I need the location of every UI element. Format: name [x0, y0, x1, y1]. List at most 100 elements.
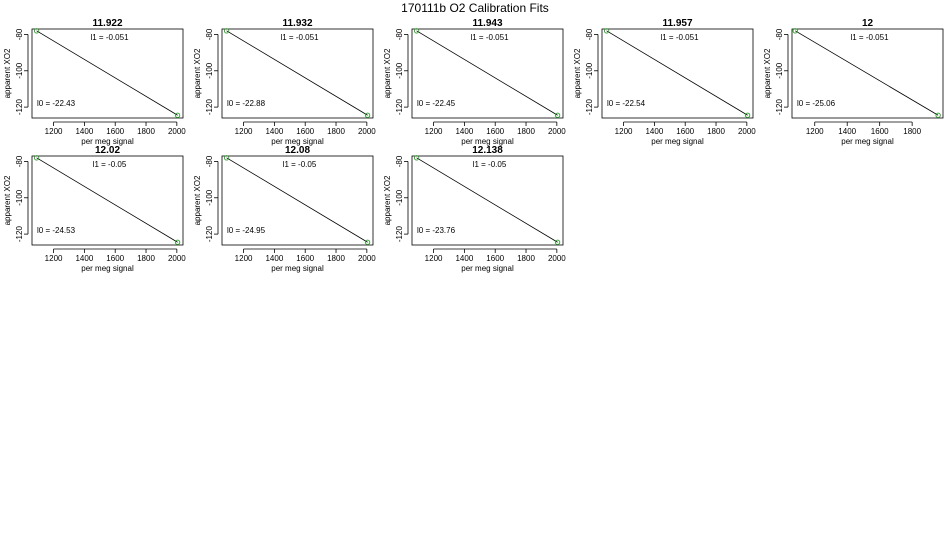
y-axis-label: apparent XO2: [193, 175, 202, 225]
plot-frame: [601, 28, 754, 119]
data-point: [364, 112, 371, 118]
x-tick-label: 1800: [517, 127, 535, 136]
x-tick-label: 1600: [486, 254, 504, 263]
data-point: [792, 28, 798, 34]
x-tick-label: 1600: [676, 127, 694, 136]
x-tick-label: 1200: [235, 254, 253, 263]
calibration-panel: 12 1200 1400 1600 1800 per meg signal -80 -100 -…: [763, 18, 944, 146]
x-tick-label: 1800: [327, 127, 345, 136]
panel-title: 11.957: [662, 18, 692, 29]
l1-annotation: l1 = -0.051: [90, 33, 129, 42]
y-axis-label: apparent XO2: [3, 175, 12, 225]
plot-frame: [31, 28, 184, 119]
panel-title: 12.02: [95, 145, 120, 156]
panel-title: 11.922: [92, 18, 122, 29]
y-tick-label: -80: [775, 28, 784, 40]
l0-annotation: l0 = -22.43: [37, 99, 76, 108]
y-tick-label: -120: [395, 99, 404, 116]
y-tick-label: -100: [775, 62, 784, 79]
x-axis-label: per meg signal: [841, 137, 894, 146]
calibration-panel: 12.02 1200 1400 1600 1800 2000 per meg signal -…: [3, 145, 186, 273]
y-tick-label: -120: [15, 226, 24, 243]
y-tick-label: -100: [205, 62, 214, 79]
panel-title: 12.138: [472, 145, 503, 156]
calibration-panel: 11.943 1200 1400 1600 1800 2000 per meg signal…: [383, 18, 566, 146]
x-tick-label: 1200: [45, 254, 63, 263]
y-tick-label: -120: [15, 99, 24, 116]
x-tick-label: 1800: [327, 254, 345, 263]
calibration-panel: 11.922 1200 1400 1600 1800 2000 per meg signal…: [3, 18, 186, 146]
x-tick-label: 2000: [168, 254, 186, 263]
x-tick-label: 1800: [903, 127, 921, 136]
x-tick-label: 1800: [517, 254, 535, 263]
x-tick-label: 2000: [358, 127, 376, 136]
x-axis-label: per meg signal: [271, 264, 324, 273]
calibration-panel: 11.932 1200 1400 1600 1800 2000 per meg signal…: [193, 18, 376, 146]
l1-annotation: l1 = -0.05: [93, 160, 127, 169]
data-point: [554, 239, 561, 245]
calibration-panel: 11.957 1200 1400 1600 1800 2000 per meg signal…: [573, 18, 756, 146]
data-point: [174, 112, 181, 118]
y-tick-label: -100: [205, 189, 214, 206]
x-tick-label: 2000: [168, 127, 186, 136]
l1-annotation: l1 = -0.051: [280, 33, 319, 42]
fit-line: [226, 30, 368, 116]
l1-annotation: l1 = -0.05: [473, 160, 507, 169]
x-tick-label: 1400: [265, 254, 283, 263]
x-axis-label: per meg signal: [461, 137, 514, 146]
x-tick-label: 1200: [806, 127, 824, 136]
x-tick-label: 2000: [548, 127, 566, 136]
x-tick-label: 1400: [455, 254, 473, 263]
calibration-panel: 12.138 1200 1400 1600 1800 2000 per meg signal…: [383, 145, 566, 273]
data-point: [935, 112, 941, 118]
data-point: [744, 112, 751, 118]
y-tick-label: -120: [205, 226, 214, 243]
data-point: [33, 155, 40, 161]
y-axis-label: apparent XO2: [573, 48, 582, 98]
x-tick-label: 1600: [296, 127, 314, 136]
fit-line: [36, 30, 178, 116]
data-point: [413, 155, 420, 161]
l1-annotation: l1 = -0.051: [850, 33, 889, 42]
y-axis-label: apparent XO2: [763, 48, 772, 98]
l0-annotation: l0 = -22.45: [417, 99, 456, 108]
x-tick-label: 1400: [75, 254, 93, 263]
fit-line: [416, 157, 558, 243]
x-tick-label: 1400: [645, 127, 663, 136]
data-point: [223, 28, 230, 34]
x-tick-label: 1200: [615, 127, 633, 136]
fit-line: [606, 30, 748, 116]
fit-line: [36, 157, 178, 243]
x-tick-label: 1200: [45, 127, 63, 136]
y-tick-label: -120: [395, 226, 404, 243]
panel-title: 11.943: [472, 18, 502, 29]
y-axis-label: apparent XO2: [383, 48, 392, 98]
x-tick-label: 1800: [707, 127, 725, 136]
x-tick-label: 1400: [265, 127, 283, 136]
x-tick-label: 1600: [871, 127, 889, 136]
figure-title: 170111b O2 Calibration Fits: [401, 1, 549, 15]
x-tick-label: 1200: [425, 254, 443, 263]
l0-annotation: l0 = -22.88: [227, 99, 266, 108]
fit-line: [226, 157, 368, 243]
y-tick-label: -100: [395, 189, 404, 206]
x-tick-label: 2000: [548, 254, 566, 263]
plot-frame: [221, 155, 374, 246]
x-tick-label: 1400: [838, 127, 856, 136]
x-axis-label: per meg signal: [271, 137, 324, 146]
plot-frame: [411, 28, 564, 119]
plot-frame: [31, 155, 184, 246]
y-tick-label: -100: [15, 62, 24, 79]
y-tick-label: -100: [15, 189, 24, 206]
data-point: [413, 28, 420, 34]
x-tick-label: 2000: [358, 254, 376, 263]
panel-title: 12.08: [285, 145, 310, 156]
l0-annotation: l0 = -24.53: [37, 226, 76, 235]
y-axis-label: apparent XO2: [3, 48, 12, 98]
panels-grid: 11.922 1200 1400 1600 1800 2000 per meg signal…: [3, 18, 944, 273]
x-tick-label: 1800: [137, 127, 155, 136]
x-tick-label: 1600: [296, 254, 314, 263]
l1-annotation: l1 = -0.051: [470, 33, 509, 42]
x-tick-label: 1200: [235, 127, 253, 136]
l1-annotation: l1 = -0.05: [283, 160, 317, 169]
